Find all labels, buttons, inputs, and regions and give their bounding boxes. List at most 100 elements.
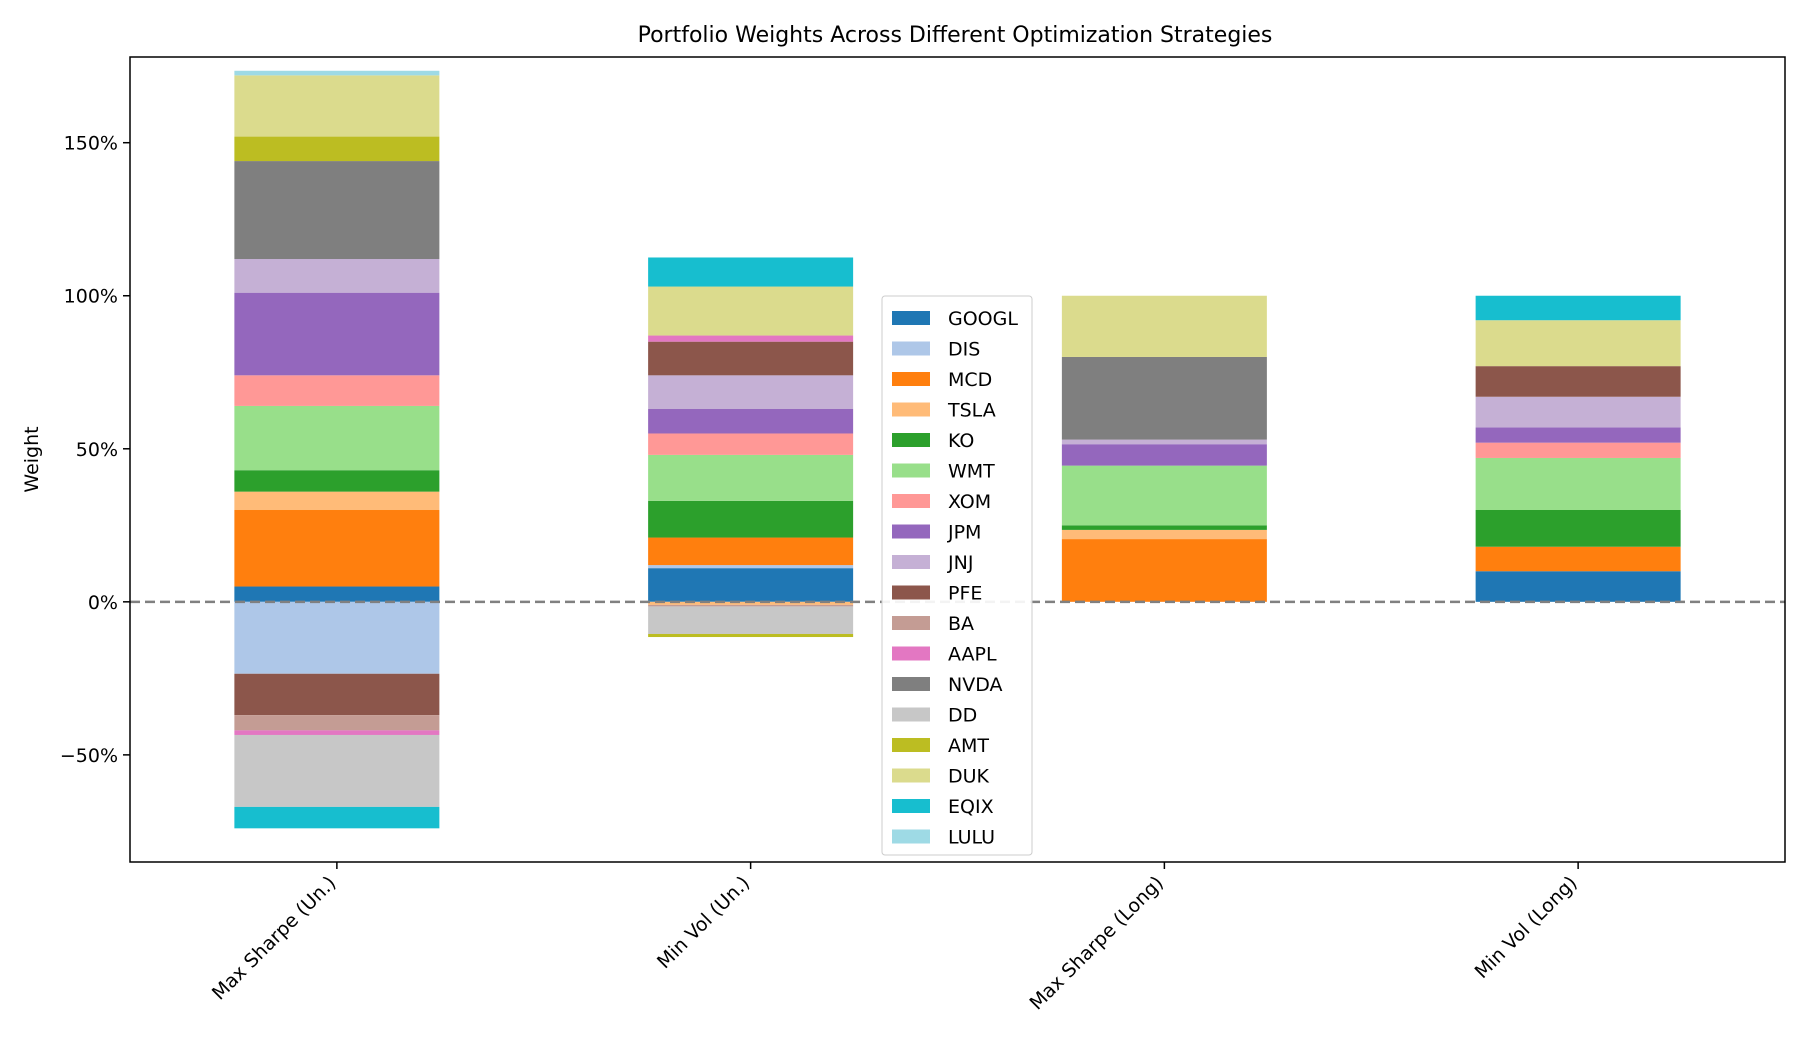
bar-segment-aapl-2: [648, 335, 854, 342]
bar-segment-jpm-2: [648, 408, 854, 434]
legend: GOOGL DIS MCD TSLA KO WMT XOM JPM JNJ PFE BA AAPL NV…: [881, 295, 1033, 856]
bar-segment-pfe-2: [648, 341, 854, 376]
y-tick-label: 150%: [64, 133, 118, 155]
bar-segment-dd-1: [234, 734, 440, 807]
legend-label-dd: DD: [948, 705, 977, 727]
bar-segment-nvda-1: [234, 161, 440, 260]
x-tick-label: Min Vol (Un.): [653, 872, 754, 973]
legend-label-duk: DUK: [948, 766, 990, 788]
y-tick-label: 50%: [76, 439, 118, 461]
legend-swatch-pfe: [892, 585, 930, 600]
bar-segment-jnj-3: [1061, 439, 1267, 445]
y-axis-label: Weight: [21, 426, 43, 492]
legend-label-dis: DIS: [948, 339, 980, 361]
bar-segment-ko-2: [648, 500, 854, 538]
legend-swatch-amt: [892, 738, 930, 752]
bar-segment-ko-4: [1475, 510, 1681, 547]
x-tick-label: Max Sharpe (Un.): [208, 872, 341, 1005]
legend-swatch-duk: [892, 768, 930, 783]
bar-segment-dd-2: [648, 606, 854, 634]
legend-label-nvda: NVDA: [948, 674, 1003, 696]
bar-segment-googl-1: [234, 586, 440, 602]
x-axis: Max Sharpe (Un.) Min Vol (Un.) Max Sharpe …: [208, 862, 1582, 1014]
legend-label-mcd: MCD: [948, 369, 992, 391]
bar-segment-ko-3: [1061, 525, 1267, 530]
bar-segment-aapl-1: [234, 730, 440, 735]
bar-segment-wmt-4: [1475, 457, 1681, 511]
legend-label-lulu: LULU: [948, 827, 995, 849]
bar-segment-eqix-2: [648, 257, 854, 287]
bar-segment-nvda-3: [1061, 356, 1267, 440]
bar-segment-tsla-2: [648, 601, 854, 605]
bar-segment-jnj-2: [648, 375, 854, 409]
legend-swatch-dd: [892, 707, 930, 722]
legend-swatch-jnj: [892, 555, 930, 569]
bar-segment-googl-4: [1475, 571, 1681, 602]
bar-segment-eqix-1: [234, 806, 440, 829]
bar-segment-xom-4: [1475, 442, 1681, 458]
legend-label-tsla: TSLA: [947, 400, 996, 422]
legend-swatch-ba: [892, 616, 930, 630]
legend-label-xom: XOM: [948, 491, 991, 513]
bar-segment-xom-1: [234, 375, 440, 406]
bar-segment-pfe-4: [1475, 366, 1681, 397]
bar-segment-amt-2: [648, 633, 854, 638]
bar-segment-googl-2: [648, 568, 854, 602]
bar-segment-wmt-3: [1061, 465, 1267, 526]
bar-segment-pfe-1: [234, 673, 440, 716]
bar-segment-mcd-2: [648, 537, 854, 566]
bar-segment-eqix-4: [1475, 295, 1681, 321]
bar-segment-duk-1: [234, 75, 440, 137]
bar-segment-tsla-3: [1061, 529, 1267, 540]
bar-segment-dis-2: [648, 565, 854, 569]
y-axis: −50% 0% 50% 100% 150%: [60, 133, 130, 767]
bar-segment-mcd-1: [234, 510, 440, 587]
bar-segment-jpm-3: [1061, 444, 1267, 466]
legend-label-aapl: AAPL: [948, 644, 997, 666]
bar-segment-mcd-4: [1475, 546, 1681, 572]
legend-swatch-wmt: [892, 463, 930, 478]
bar-segment-xom-2: [648, 433, 854, 455]
x-tick-label: Max Sharpe (Long): [1025, 872, 1167, 1014]
plot-area-frame: [129, 56, 1786, 863]
bar-segment-mcd-3: [1061, 539, 1267, 602]
legend-label-googl: GOOGL: [948, 308, 1018, 330]
legend-label-pfe: PFE: [948, 583, 982, 605]
legend-swatch-xom: [892, 494, 930, 508]
legend-label-amt: AMT: [948, 735, 989, 757]
chart-title: Portfolio Weights Across Different Optim…: [638, 23, 1273, 48]
legend-swatch-tsla: [892, 402, 930, 417]
bar-segment-dis-1: [234, 601, 440, 674]
legend-swatch-lulu: [892, 829, 930, 844]
bars-layer: [234, 70, 1681, 829]
bar-segment-tsla-1: [234, 491, 440, 511]
legend-label-eqix: EQIX: [948, 796, 994, 818]
legend-label-wmt: WMT: [948, 461, 995, 483]
y-tick-label: −50%: [60, 745, 118, 767]
bar-segment-jpm-1: [234, 292, 440, 376]
bar-segment-duk-2: [648, 286, 854, 336]
legend-swatch-aapl: [892, 646, 930, 661]
legend-swatch-ko: [892, 433, 930, 447]
bar-segment-duk-3: [1061, 295, 1267, 357]
legend-swatch-mcd: [892, 372, 930, 386]
legend-label-jnj: JNJ: [947, 552, 973, 574]
x-tick-label: Min Vol (Long): [1471, 872, 1582, 983]
bar-segment-wmt-2: [648, 454, 854, 501]
y-tick-label: 0%: [88, 592, 118, 614]
bar-segment-wmt-1: [234, 405, 440, 471]
bar-segment-amt-1: [234, 136, 440, 162]
legend-label-jpm: JPM: [947, 522, 981, 544]
bar-segment-lulu-1: [234, 70, 440, 76]
legend-swatch-googl: [892, 311, 930, 325]
bar-segment-jpm-4: [1475, 427, 1681, 443]
y-tick-label: 100%: [64, 286, 118, 308]
legend-swatch-dis: [892, 341, 930, 356]
bar-segment-duk-4: [1475, 320, 1681, 367]
legend-label-ko: KO: [948, 430, 974, 452]
bar-segment-ba-1: [234, 715, 440, 731]
bar-segment-jnj-4: [1475, 396, 1681, 428]
legend-label-ba: BA: [948, 613, 974, 635]
bar-segment-ko-1: [234, 470, 440, 492]
